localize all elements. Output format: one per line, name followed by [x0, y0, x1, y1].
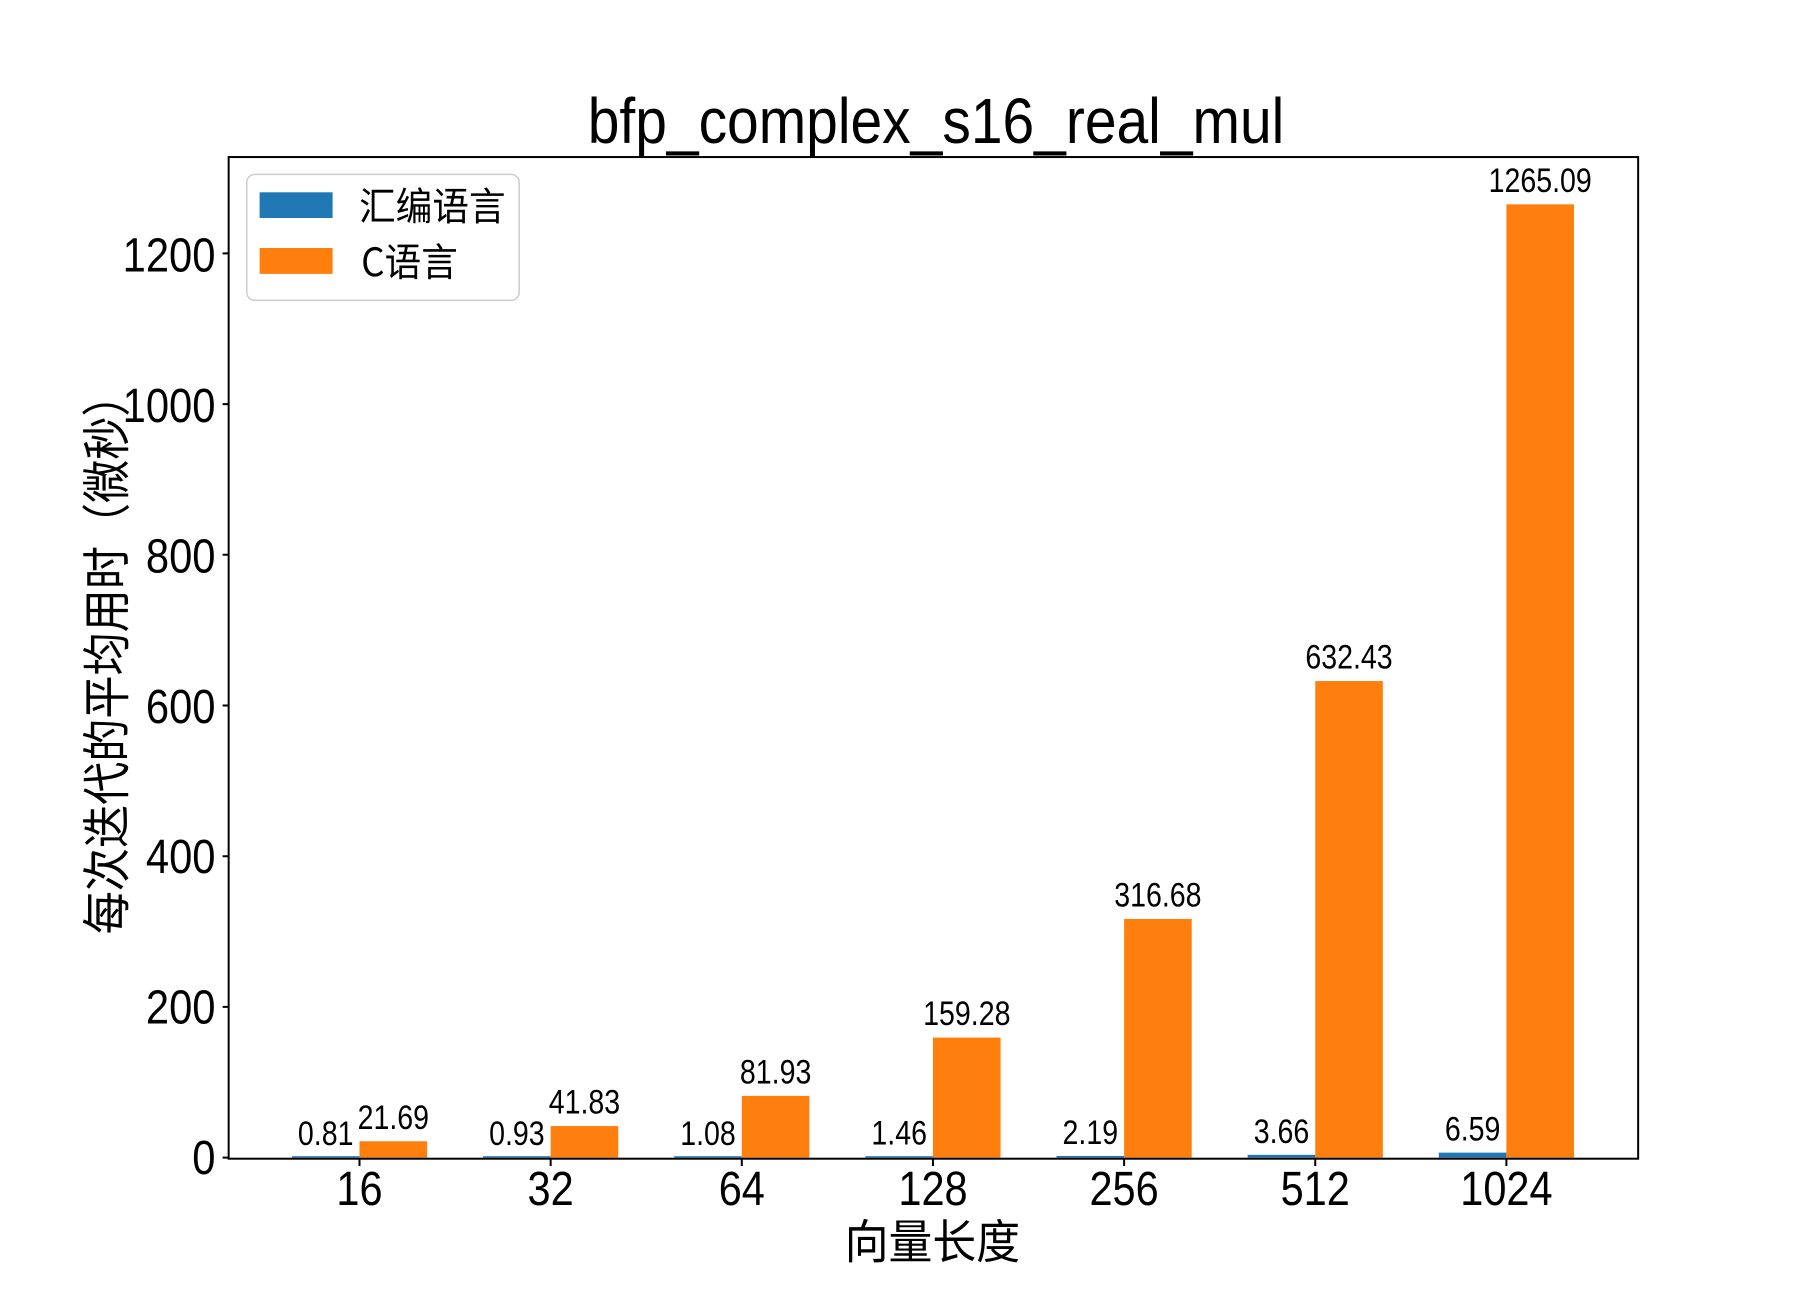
svg-text:64: 64 [719, 1161, 765, 1216]
svg-text:bfp_complex_s16_real_mul: bfp_complex_s16_real_mul [588, 85, 1285, 157]
svg-text:1200: 1200 [123, 228, 216, 282]
svg-text:81.93: 81.93 [740, 1053, 811, 1091]
svg-text:2.19: 2.19 [1063, 1114, 1119, 1152]
svg-text:21.69: 21.69 [358, 1098, 429, 1136]
svg-text:0: 0 [192, 1130, 215, 1184]
svg-text:128: 128 [898, 1161, 967, 1216]
svg-text:6.59: 6.59 [1445, 1110, 1501, 1148]
svg-text:0.93: 0.93 [489, 1115, 545, 1153]
svg-text:632.43: 632.43 [1305, 638, 1392, 676]
svg-text:800: 800 [146, 529, 216, 583]
svg-text:32: 32 [528, 1161, 574, 1216]
svg-text:41.83: 41.83 [549, 1083, 620, 1121]
svg-text:1.08: 1.08 [680, 1114, 736, 1152]
svg-text:1000: 1000 [123, 378, 216, 432]
svg-text:1.46: 1.46 [871, 1114, 927, 1152]
svg-text:3.66: 3.66 [1254, 1112, 1310, 1150]
svg-text:400: 400 [146, 829, 216, 883]
svg-text:1024: 1024 [1460, 1161, 1552, 1216]
svg-text:0.81: 0.81 [298, 1115, 354, 1153]
svg-text:256: 256 [1089, 1161, 1158, 1216]
svg-text:159.28: 159.28 [923, 995, 1010, 1033]
svg-text:600: 600 [146, 679, 216, 733]
svg-text:200: 200 [146, 980, 216, 1034]
svg-text:512: 512 [1281, 1161, 1350, 1216]
svg-text:16: 16 [336, 1161, 382, 1216]
svg-text:316.68: 316.68 [1114, 876, 1201, 914]
svg-text:1265.09: 1265.09 [1489, 162, 1592, 200]
